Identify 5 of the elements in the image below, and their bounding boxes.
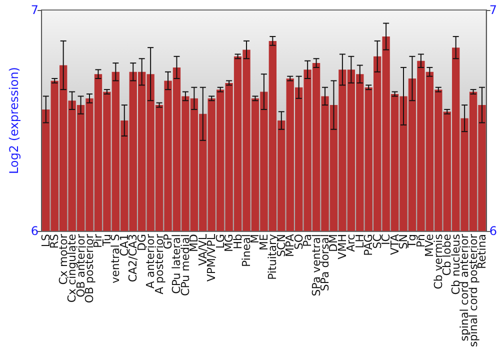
y2-tick-label: 6 xyxy=(489,224,498,238)
y2-tick-label: 7 xyxy=(489,3,498,17)
x-tick-label: OB posterior xyxy=(83,234,96,304)
x-tick-label: Retina xyxy=(476,234,489,270)
y-axis-title: Log2 (expression) xyxy=(7,67,21,174)
